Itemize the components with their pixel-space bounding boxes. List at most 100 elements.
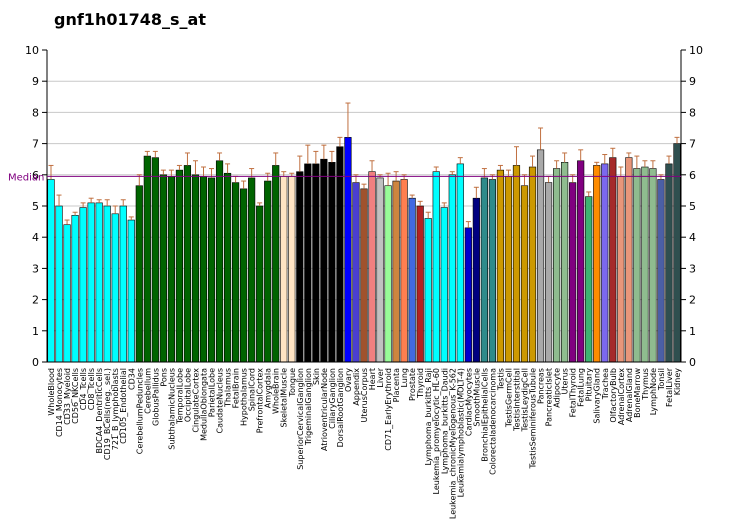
y-tick-label-left: 5 [32,200,39,213]
bar [344,137,352,363]
bar [553,168,561,363]
y-tick-label-left: 0 [32,356,39,369]
y-tick-label-right: 1 [689,325,696,338]
bar [432,171,440,363]
category-label: TestisLeydigCell [521,368,530,432]
bar [577,160,585,363]
bar [593,165,601,363]
y-tick-label-right: 5 [689,200,696,213]
category-label: SpinalCord [248,368,257,411]
category-label: Trachea [601,368,610,400]
category-label: CD8_Tcells [87,368,96,410]
category-label: PrefrontalCortex [256,368,265,434]
category-label: DorsalRootGanglion [336,368,345,447]
category-label: CD105_Endothelial [119,368,128,444]
bar [240,188,248,363]
y-tick-label-left: 10 [25,44,39,57]
bar [488,179,496,363]
category-label: CingulateCortex [191,368,200,433]
category-label: Leukemia_promyelocytic_HL-60 [432,368,441,494]
category-label: Leukemialymphoblastic(MOLT-4) [456,368,465,497]
bar [368,171,376,363]
category-label: WholeBrain [272,368,281,414]
y-tick-label-right: 9 [689,75,696,88]
bar [569,182,577,363]
category-label: BDCA4_DentriticCells [95,368,104,453]
bar [207,177,216,363]
bar [424,218,432,363]
category-label: Colorectaladenocarcinoma [488,368,497,475]
category-label: Hypothalamus [240,368,249,426]
y-tick-label-left: 1 [32,325,39,338]
bar [416,205,424,363]
category-label: Uterus [561,368,570,394]
category-label: Heart [368,368,377,390]
category-label: TestisInterstitial [512,368,521,432]
bar [103,205,111,363]
bar [657,179,665,363]
category-label: LymphNode [649,368,658,415]
category-label: GlobusPallidus [151,368,160,426]
category-label: Liver [376,367,385,387]
y-tick-label-right: 7 [689,138,696,151]
y-tick-label-left: 6 [32,169,39,182]
y-tick-label-right: 6 [689,169,696,182]
chart-title: gnf1h01748_s_at [54,10,206,29]
bar [625,157,633,363]
bar [71,215,79,363]
category-label: CaudateNucleus [216,368,225,433]
category-label: OlfactoryBulb [609,368,618,423]
bar [464,227,472,363]
bar [95,202,103,363]
bar [296,171,304,363]
bar [336,146,344,363]
category-label: Pituitary [585,368,594,402]
category-label: Pons [159,368,168,387]
bar [328,162,336,363]
category-label: Pancreas [537,368,546,404]
category-label: TemporalLobe [175,368,184,425]
bar [472,197,480,363]
category-label: AtrioventricularNode [320,368,329,451]
category-label: AdrenalGland [625,368,634,422]
bar [312,163,320,363]
category-label: BronchialEpithelialCells [480,368,489,462]
category-label: CD4_Tcells [79,368,88,410]
category-label: TestisGermCell [504,368,513,428]
category-label: Skin [312,368,321,385]
bar [617,176,625,363]
category-label: Thalamus [224,368,233,408]
bar [175,169,184,363]
category-label: Ovary [344,368,353,392]
category-label: UterusCorpus [360,368,369,423]
category-label: Leukemia_chronicMyelogenous_K-562 [448,368,457,519]
category-label: Tonsil [657,368,666,391]
bar [199,176,208,363]
bar [456,163,464,363]
category-label: CD71_EarlyErythroid [384,368,393,451]
category-label: Amygdala [264,368,273,408]
bar [248,177,256,363]
category-label: Testis [496,368,505,391]
category-label: TrigeminalGanglion [304,368,313,446]
bar [360,188,368,363]
category-label: CiliaryGanglion [328,368,337,429]
bar [280,176,288,363]
bar [400,179,408,363]
category-label: CD19_BCells(neg._sel.) [103,368,112,460]
category-label: OccipitalLobe [183,368,192,422]
bar [127,219,135,363]
bar [264,180,272,363]
category-label: SalivaryGland [593,368,602,424]
bar [504,176,513,363]
category-label: CD34 [127,368,136,390]
category-label: CD56_NKCells [71,368,80,424]
category-label: PancreaticIslet [545,368,554,426]
category-label: BoneMarrow [633,368,642,418]
category-label: Lymphoma_burkitts_Raji [424,368,433,465]
bar [55,205,63,363]
bar [191,174,200,363]
category-label: Adipocyte [553,368,562,408]
category-label: FetalThyroid [569,368,578,417]
bar [585,196,593,363]
